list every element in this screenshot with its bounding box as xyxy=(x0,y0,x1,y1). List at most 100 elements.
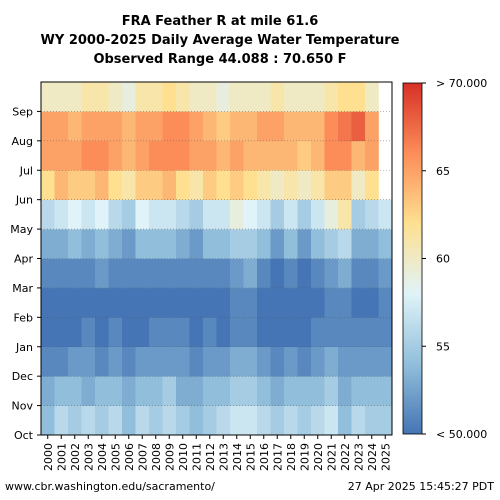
chart-title: FRA Feather R at mile 61.6 WY 2000-2025 … xyxy=(41,14,400,67)
heatmap-cell-2001-sep xyxy=(54,82,69,112)
heatmap-cell-2008-jun xyxy=(149,170,163,200)
heatmap-cell-2007-jan xyxy=(135,317,150,348)
heatmap-cell-2014-jun xyxy=(230,170,244,200)
heatmap-cell-2024-may xyxy=(365,199,379,230)
heatmap-cell-2003-mar xyxy=(81,258,96,289)
heatmap-cell-2009-sep xyxy=(162,82,177,112)
heatmap-cell-2017-feb xyxy=(270,287,285,318)
heatmap-cell-2007-may xyxy=(135,199,150,230)
heatmap-cell-2011-oct xyxy=(189,405,204,436)
heatmap-cell-2008-mar xyxy=(149,258,163,289)
heatmap-cell-2018-sep xyxy=(284,82,298,112)
heatmap-cell-2004-oct xyxy=(95,405,109,436)
heatmap-cell-2011-jul xyxy=(189,140,204,171)
heatmap-cell-2018-jun xyxy=(284,170,298,200)
heatmap-cell-2008-dec xyxy=(149,346,163,377)
heatmap-cell-2019-jan xyxy=(297,317,312,348)
heatmap-cell-2000-oct xyxy=(41,405,55,436)
heatmap-cell-2007-aug xyxy=(135,111,150,142)
heatmap-cell-2019-aug xyxy=(297,111,312,142)
heatmap-cell-2023-jan xyxy=(351,317,366,348)
heatmap-cell-2007-nov xyxy=(135,376,150,406)
heatmap-cell-2010-dec xyxy=(176,346,190,377)
y-tick-label-may: May xyxy=(10,223,33,236)
heatmap-cell-2015-sep xyxy=(243,82,258,112)
heatmap-cell-2011-jun xyxy=(189,170,204,200)
heatmap-cell-2010-nov xyxy=(176,376,190,406)
heatmap-cell-2022-mar xyxy=(338,258,352,289)
heatmap-cell-2003-jul xyxy=(81,140,96,171)
heatmap-cell-2019-mar xyxy=(297,258,312,289)
heatmap-cell-2001-aug xyxy=(54,111,69,142)
heatmap-cell-2022-jun xyxy=(338,170,352,200)
heatmap-cell-2004-sep xyxy=(95,82,109,112)
heatmap-cell-2023-dec xyxy=(351,346,366,377)
heatmap-cell-2021-jun xyxy=(324,170,339,200)
heatmap-cell-2017-sep xyxy=(270,82,285,112)
heatmap-cell-2024-oct xyxy=(365,405,379,436)
heatmap-cell-2022-oct xyxy=(338,405,352,436)
heatmap-cell-2024-mar xyxy=(365,258,379,289)
heatmap-cell-2023-mar xyxy=(351,258,366,289)
heatmap-cell-2005-may xyxy=(108,199,123,230)
heatmap-cell-2001-oct xyxy=(54,405,69,436)
heatmap-cell-2009-feb xyxy=(162,287,177,318)
heatmap-cell-2015-nov xyxy=(243,376,258,406)
heatmap-cell-2006-dec xyxy=(122,346,136,377)
heatmap-cell-2019-oct xyxy=(297,405,312,436)
heatmap-cell-2000-apr xyxy=(41,229,55,259)
heatmap-cell-2002-mar xyxy=(68,258,82,289)
colorbar: > 70.000 55 60 65 < 50.000 xyxy=(402,77,487,441)
heatmap-cell-2007-feb xyxy=(135,287,150,318)
heatmap-cell-2001-dec xyxy=(54,346,69,377)
heatmap-cell-2008-aug xyxy=(149,111,163,142)
heatmap-cell-2020-nov xyxy=(311,376,325,406)
heatmap-cells xyxy=(41,82,393,436)
heatmap-cell-2004-feb xyxy=(95,287,109,318)
heatmap-cell-2002-aug xyxy=(68,111,82,142)
heatmap-cell-2009-jul xyxy=(162,140,177,171)
heatmap-cell-2017-dec xyxy=(270,346,285,377)
heatmap-cell-2003-aug xyxy=(81,111,96,142)
colorbar-55-label: 55 xyxy=(436,340,450,353)
heatmap-cell-2009-apr xyxy=(162,229,177,259)
heatmap-cell-2013-mar xyxy=(216,258,231,289)
heatmap-cell-2017-may xyxy=(270,199,285,230)
heatmap-cell-2000-mar xyxy=(41,258,55,289)
heatmap-cell-2022-feb xyxy=(338,287,352,318)
x-tick-label-2005: 2005 xyxy=(109,443,122,471)
x-tick-label-2003: 2003 xyxy=(82,443,95,471)
heatmap-cell-2002-feb xyxy=(68,287,82,318)
heatmap-cell-2004-nov xyxy=(95,376,109,406)
heatmap-cell-2019-may xyxy=(297,199,312,230)
heatmap-cell-2005-dec xyxy=(108,346,123,377)
x-tick-label-2011: 2011 xyxy=(190,443,203,471)
heatmap-cell-2023-jun xyxy=(351,170,366,200)
heatmap-cell-2005-jul xyxy=(108,140,123,171)
heatmap-cell-2024-jan xyxy=(365,317,379,348)
heatmap-cell-2006-jun xyxy=(122,170,136,200)
heatmap-cell-2001-apr xyxy=(54,229,69,259)
heatmap-cell-2013-nov xyxy=(216,376,231,406)
heatmap-cell-2018-feb xyxy=(284,287,298,318)
heatmap-cell-2024-sep xyxy=(365,82,379,112)
heatmap-cell-2005-aug xyxy=(108,111,123,142)
heatmap-cell-2017-jul xyxy=(270,140,285,171)
heatmap-cell-2019-sep xyxy=(297,82,312,112)
heatmap-cell-2009-dec xyxy=(162,346,177,377)
heatmap-cell-2018-jan xyxy=(284,317,298,348)
y-tick-label-aug: Aug xyxy=(12,135,33,148)
y-tick-label-dec: Dec xyxy=(12,370,33,383)
heatmap-cell-2015-jul xyxy=(243,140,258,171)
x-tick-label-2019: 2019 xyxy=(298,443,311,471)
y-tick-label-sep: Sep xyxy=(12,105,33,118)
heatmap-cell-2003-apr xyxy=(81,229,96,259)
heatmap-cell-2002-oct xyxy=(68,405,82,436)
colorbar-min-label: < 50.000 xyxy=(436,428,487,441)
heatmap-cell-2014-may xyxy=(230,199,244,230)
heatmap-cell-2011-feb xyxy=(189,287,204,318)
x-tick-label-2023: 2023 xyxy=(352,443,365,471)
heatmap-cell-2010-jun xyxy=(176,170,190,200)
heatmap-cell-2025-feb xyxy=(378,287,393,318)
heatmap-cell-2010-jan xyxy=(176,317,190,348)
